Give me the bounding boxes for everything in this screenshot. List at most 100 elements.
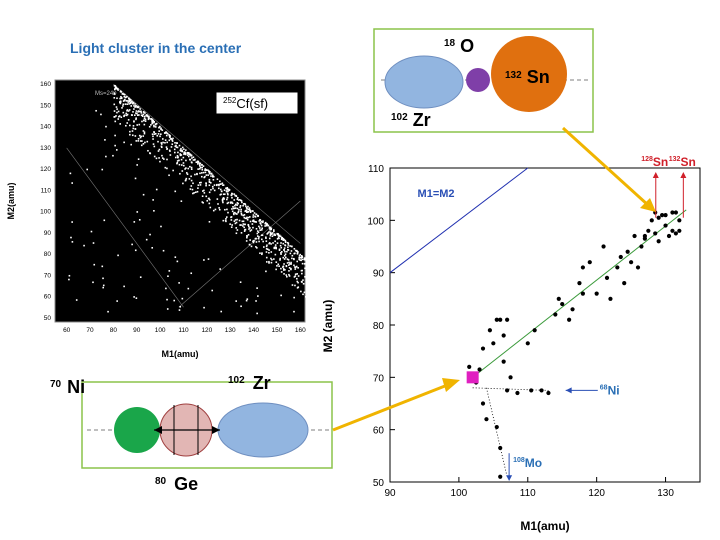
left-plot-point: [203, 192, 206, 194]
data-point: [491, 341, 496, 346]
data-point: [498, 445, 503, 451]
left-plot-point: [217, 183, 220, 186]
left-plot-point: [231, 208, 233, 210]
left-plot-point: [120, 116, 123, 119]
left-plot-point: [280, 251, 283, 253]
data-point: [498, 474, 503, 479]
left-plot-point: [234, 207, 237, 209]
data-point: [480, 401, 486, 406]
left-plot-point: [160, 142, 163, 144]
data-point: [677, 218, 682, 223]
left-plot-point: [293, 258, 295, 261]
left-plot-point: [151, 247, 154, 249]
left-plot-point: [171, 140, 174, 142]
left-plot-point: [90, 230, 93, 233]
left-plot-point: [157, 140, 159, 143]
ni-symbol: Ni: [67, 377, 85, 397]
left-plot-point: [294, 275, 297, 277]
data-point: [494, 424, 499, 430]
left-plot-point: [131, 130, 134, 132]
left-plot-point: [294, 252, 296, 255]
left-plot-point: [143, 115, 146, 118]
left-plot-point: [153, 131, 155, 133]
left-plot-point: [184, 153, 187, 156]
left-plot-point: [114, 144, 116, 147]
left-plot-point: [208, 202, 211, 205]
left-plot-point: [207, 258, 210, 260]
left-plot-point: [270, 228, 273, 231]
mo-guide-dotted: [486, 387, 508, 477]
left-plot-point: [209, 181, 212, 184]
left-plot-point: [205, 169, 208, 172]
left-plot-point: [136, 106, 138, 109]
ni-fragment-circle: [114, 407, 160, 453]
left-plot-guides: [66, 84, 301, 308]
main-y-tick-label: 90: [373, 269, 385, 280]
left-plot-point: [152, 135, 154, 138]
left-plot-point: [196, 160, 199, 163]
left-plot-point: [304, 295, 307, 298]
left-plot-point: [200, 175, 203, 178]
data-point: [501, 333, 506, 338]
left-plot-point: [282, 256, 285, 259]
left-plot-point: [246, 235, 248, 238]
left-plot-point: [231, 196, 233, 199]
left-plot-point: [280, 267, 282, 270]
left-plot-point: [235, 232, 238, 235]
left-plot-point: [210, 188, 212, 191]
main-x-tick-label: 110: [520, 488, 536, 499]
left-plot-point: [159, 135, 161, 138]
left-plot-point: [265, 223, 268, 226]
data-point: [487, 328, 492, 333]
left-plot-point: [226, 202, 229, 205]
left-plot-point: [199, 166, 202, 169]
data-point: [625, 249, 630, 254]
left-plot-point: [200, 172, 203, 174]
annotation-arrow-head: [565, 387, 572, 394]
left-plot-point: [259, 227, 261, 229]
left-plot-point: [296, 277, 298, 280]
left-plot-point: [168, 139, 171, 142]
left-plot-point: [249, 227, 251, 229]
left-plot-point: [272, 242, 274, 244]
left-plot-point: [169, 138, 172, 140]
left-plot-point: [229, 202, 232, 204]
left-plot-point: [248, 243, 251, 246]
left-plot-point: [233, 199, 236, 201]
left-y-tick-label: 120: [40, 166, 51, 173]
left-plot-point: [123, 93, 126, 96]
left-plot-point: [247, 208, 250, 211]
annotation-mass: 108: [513, 457, 525, 464]
left-plot-point: [151, 120, 153, 123]
left-plot-point: [248, 228, 250, 230]
left-plot-point: [289, 245, 291, 247]
left-plot-point: [178, 309, 181, 311]
left-plot-point: [276, 238, 279, 240]
left-plot-point: [283, 247, 286, 249]
data-point: [532, 328, 537, 333]
left-plot-point: [123, 115, 125, 118]
left-plot-point: [274, 253, 277, 256]
left-plot-point: [169, 135, 171, 138]
left-plot-point: [227, 193, 229, 196]
left-plot-point: [193, 159, 196, 161]
data-point: [505, 388, 510, 393]
left-plot-point: [164, 141, 166, 144]
left-plot-point: [238, 219, 241, 222]
left-plot-point: [117, 110, 120, 113]
left-plot-point: [180, 154, 183, 156]
left-plot-point: [123, 285, 125, 288]
left-plot-point: [154, 123, 157, 126]
left-plot-point: [140, 112, 143, 114]
left-plot-point: [249, 220, 252, 223]
left-plot-point: [186, 151, 189, 154]
left-plot-point: [285, 274, 288, 276]
left-plot-point: [220, 193, 222, 196]
left-plot-point: [124, 98, 126, 101]
left-plot-point: [176, 160, 179, 162]
left-plot-point: [133, 105, 135, 107]
left-plot-point: [131, 134, 134, 137]
left-y-tick-label: 150: [40, 102, 51, 109]
left-plot-point: [171, 139, 173, 141]
left-plot-point: [183, 148, 185, 151]
